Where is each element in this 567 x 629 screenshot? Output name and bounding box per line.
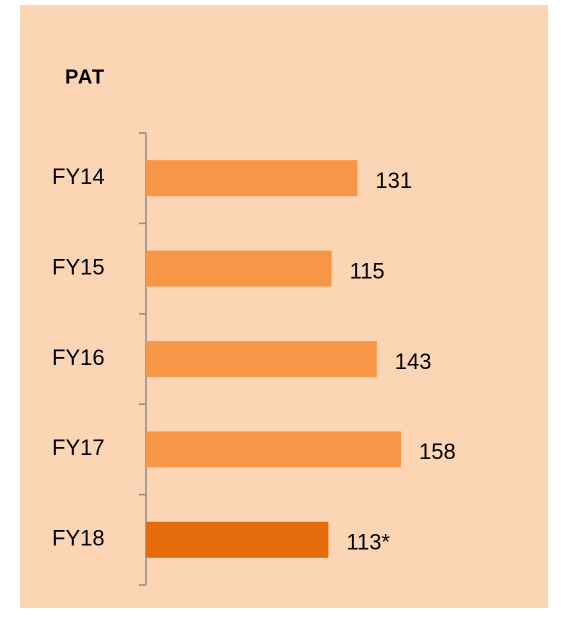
value-label: 115 [350,258,385,283]
bar [146,160,358,197]
bar [146,521,329,558]
category-label: FY17 [52,435,105,460]
category-label: FY14 [52,164,105,189]
bar [146,250,332,287]
chart-title: PAT [65,66,105,88]
value-label: 131 [375,168,412,193]
value-label: 158 [419,439,456,464]
bar [146,431,401,468]
bar [146,341,377,377]
value-label: 113* [346,530,390,555]
category-label: FY18 [52,526,105,551]
category-label: FY15 [52,254,105,279]
category-label: FY16 [52,345,105,370]
value-label: 143 [395,349,432,374]
chart-background [20,5,548,608]
